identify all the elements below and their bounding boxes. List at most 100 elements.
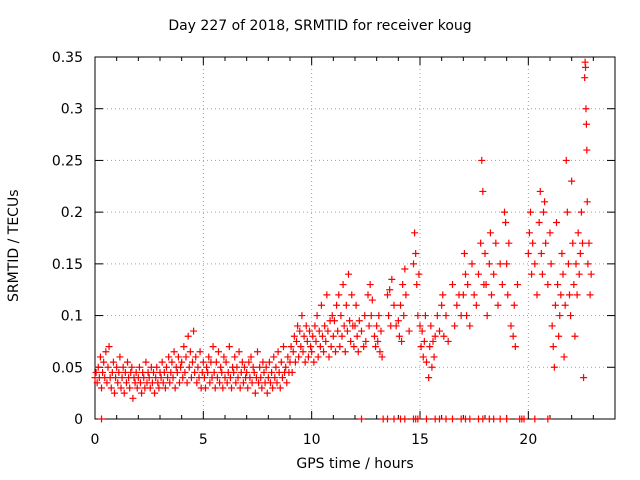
y-axis-label: SRMTID / TECUs [6,189,22,303]
data-point [301,358,309,366]
data-point [544,415,552,423]
data-point [442,415,450,423]
data-point [232,379,240,387]
data-point [423,358,430,366]
data-point [132,368,140,376]
data-point [102,348,110,356]
data-point [375,312,383,320]
data-point [570,281,578,289]
data-point [582,105,590,113]
x-tick-label: 15 [411,432,429,448]
data-point [577,208,585,216]
data-point [322,337,330,345]
y-tick-label: 0.3 [61,102,83,118]
data-point [284,353,292,361]
data-point [561,301,569,309]
data-point [531,415,539,423]
data-point [573,291,581,299]
data-point [466,415,474,423]
data-point [549,343,557,351]
data-point [206,379,214,387]
data-point [479,415,487,423]
data-point [358,415,365,423]
data-point [399,281,407,289]
data-point [277,358,285,366]
y-tick-label: 0.2 [61,205,83,221]
data-point [485,260,493,268]
data-point [333,301,341,309]
data-point [416,322,424,330]
data-point [311,322,319,330]
data-point [265,358,273,366]
data-point [551,301,559,309]
data-point [394,317,402,325]
data-point [168,358,176,366]
data-point [464,281,472,289]
data-point [540,208,547,216]
data-point [319,332,326,340]
data-point [503,260,511,268]
data-point [429,337,437,345]
data-point [171,384,179,392]
data-point [165,353,173,361]
data-point [251,389,259,397]
data-point [119,363,127,371]
y-tick-label: 0.15 [52,257,83,273]
data-point [213,374,221,382]
data-point [158,358,166,366]
data-point [194,363,202,371]
data-point [183,379,191,387]
data-point [225,343,233,351]
data-point [524,250,532,258]
data-point [142,358,150,366]
data-point [475,270,482,278]
data-point [272,363,280,371]
data-point [93,379,101,387]
data-point [527,208,534,216]
x-tick-label: 20 [519,432,537,448]
data-point [436,327,443,335]
data-point [323,291,331,299]
data-point [574,229,582,237]
data-point [187,374,195,382]
data-point [492,239,500,247]
data-point [310,358,318,366]
data-point [459,291,467,299]
data-point [444,337,452,345]
data-point [202,384,209,392]
data-point [482,281,490,289]
data-point [425,374,433,382]
data-point [556,312,564,320]
data-point [413,281,421,289]
data-point [428,363,436,371]
data-point [153,363,161,371]
data-point [220,353,228,361]
data-point [560,353,568,361]
data-point [520,415,528,423]
data-point [581,74,589,82]
data-point [449,281,456,289]
data-point [353,332,361,340]
data-point [529,239,537,247]
data-point [204,368,212,376]
data-point [260,368,268,376]
data-point [238,358,246,366]
data-point [564,260,572,268]
data-point [580,374,588,382]
data-point [296,327,304,335]
data-point [384,415,391,423]
data-point [178,358,186,366]
data-point [283,379,291,387]
data-point [341,348,349,356]
data-point [410,260,417,268]
data-point [496,415,504,423]
x-tick-label: 0 [91,432,100,448]
data-point [262,363,270,371]
data-point [138,389,146,397]
data-point [490,415,498,423]
data-point [486,229,494,237]
data-point [563,208,571,216]
data-point [128,363,136,371]
data-point [373,322,381,330]
